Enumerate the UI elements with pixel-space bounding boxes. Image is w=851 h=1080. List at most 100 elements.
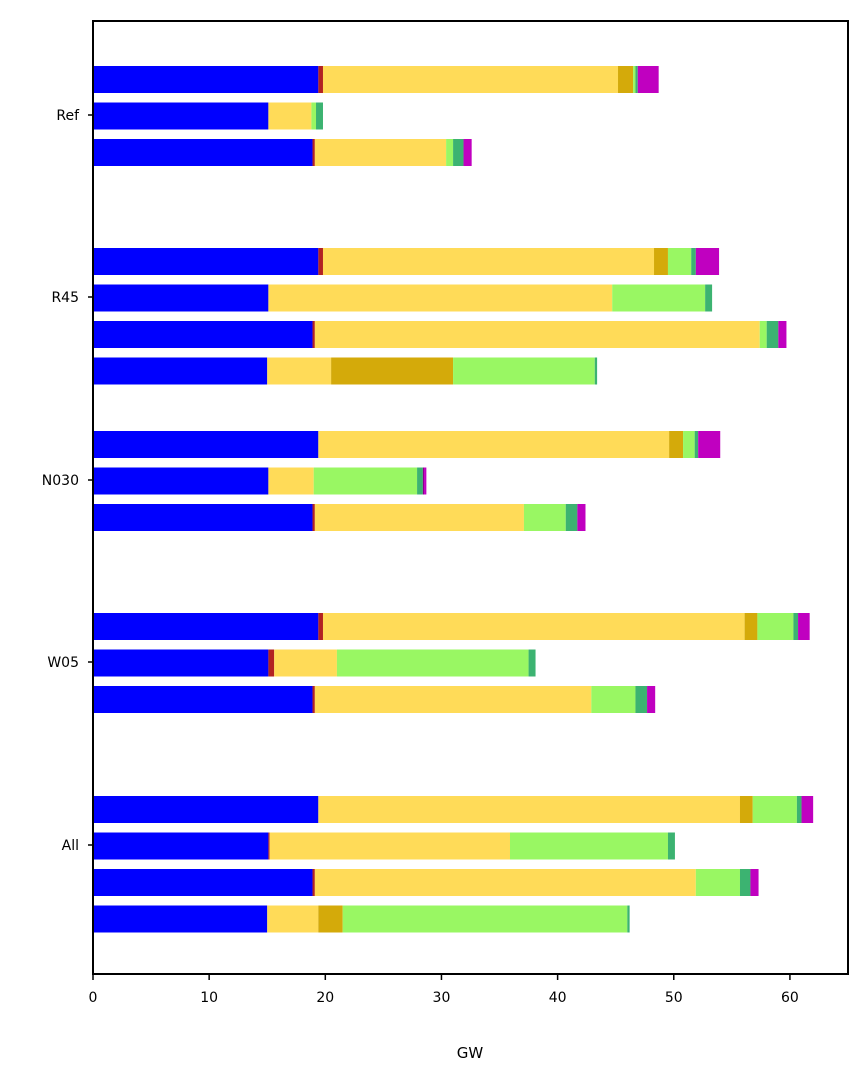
bar-segment-all-0-3 <box>739 796 753 823</box>
bar-segment-r45-3-2 <box>267 357 332 385</box>
bar-segment-r45-0-3 <box>654 248 668 275</box>
bar-segment-all-2-2 <box>314 869 696 896</box>
bar-segment-r45-2-4 <box>759 321 767 348</box>
x-tick-label: 10 <box>200 990 218 1006</box>
bar-segment-all-2-7 <box>750 869 759 896</box>
bar-segment-r45-2-7 <box>778 321 787 348</box>
bar-segment-r45-2-2 <box>314 321 760 348</box>
bar-segment-ref-0-2 <box>322 66 619 93</box>
bar-segment-ref-0-1 <box>318 66 323 93</box>
bar-segment-w05-1-5 <box>528 649 536 677</box>
bar-segment-r45-2-5 <box>766 321 779 348</box>
bar-segment-all-3-3 <box>318 905 343 933</box>
bar-segment-all-3-5 <box>627 905 630 933</box>
bar-segment-ref-0-5 <box>635 66 638 93</box>
bar-segment-r45-3-5 <box>594 357 598 385</box>
bar-segment-w05-2-0 <box>93 686 313 713</box>
bar-segment-n030-2-7 <box>577 504 586 531</box>
bar-segment-ref-2-7 <box>463 139 472 166</box>
y-axis-ticks: Ref R45 N030 W05 All <box>42 108 93 854</box>
bar-segment-n030-2-1 <box>312 504 315 531</box>
bar-segment-ref-0-3 <box>618 66 634 93</box>
bar-segment-all-2-5 <box>739 869 751 896</box>
bar-segment-ref-2-4 <box>446 139 454 166</box>
y-tick-label: R45 <box>51 290 79 306</box>
bar-segment-w05-1-4 <box>336 649 529 677</box>
bar-segment-ref-2-2 <box>314 139 447 166</box>
bar-segment-ref-1-0 <box>93 102 269 130</box>
bar-segment-r45-0-1 <box>318 248 323 275</box>
bar-segment-n030-0-4 <box>683 431 695 458</box>
bar-segment-ref-1-4 <box>311 102 317 130</box>
bar-segment-ref-2-0 <box>93 139 313 166</box>
bar-segment-n030-0-0 <box>93 431 319 458</box>
bar-segment-ref-2-1 <box>312 139 315 166</box>
bar-segment-w05-1-2 <box>274 649 337 677</box>
bar-segment-n030-0-3 <box>669 431 684 458</box>
plot-frame <box>92 20 849 975</box>
bar-segment-w05-0-4 <box>757 613 794 640</box>
bar-segment-w05-2-1 <box>312 686 315 713</box>
bar-segment-all-1-4 <box>509 832 668 860</box>
bar-segment-ref-0-4 <box>633 66 636 93</box>
bar-segment-r45-1-0 <box>93 284 269 312</box>
bar-segment-w05-0-0 <box>93 613 319 640</box>
bar-segment-r45-1-5 <box>705 284 713 312</box>
x-tick-label: 0 <box>89 990 98 1006</box>
bar-segment-all-1-1 <box>268 832 270 860</box>
bar-segment-n030-1-0 <box>93 467 269 495</box>
bar-segment-r45-2-0 <box>93 321 313 348</box>
bar-segment-w05-0-1 <box>318 613 323 640</box>
bar-segment-all-0-5 <box>796 796 802 823</box>
bar-segment-ref-1-5 <box>316 102 323 130</box>
bar-segment-all-0-0 <box>93 796 319 823</box>
y-tick-label: All <box>62 838 79 854</box>
bar-segment-n030-1-4 <box>313 467 418 495</box>
bar-segment-all-0-4 <box>752 796 797 823</box>
bar-segment-n030-1-7 <box>424 467 427 495</box>
bar-segment-w05-1-0 <box>93 649 269 677</box>
bar-segment-r45-2-1 <box>312 321 315 348</box>
bar-segment-r45-1-2 <box>268 284 613 312</box>
bar-segment-ref-2-5 <box>453 139 464 166</box>
bar-segment-r45-3-4 <box>453 357 595 385</box>
bar-segment-r45-0-2 <box>322 248 655 275</box>
bar-segment-w05-1-1 <box>268 649 275 677</box>
bar-segment-w05-2-7 <box>647 686 656 713</box>
bar-segment-w05-2-4 <box>591 686 636 713</box>
bar-segment-all-1-0 <box>93 832 269 860</box>
bar-segment-all-3-2 <box>267 905 319 933</box>
bar-segment-w05-0-5 <box>793 613 799 640</box>
bar-segment-w05-2-2 <box>314 686 592 713</box>
bar-segment-w05-0-2 <box>322 613 745 640</box>
x-tick-label: 60 <box>781 990 799 1006</box>
bar-segment-all-0-7 <box>801 796 814 823</box>
bar-segment-n030-2-2 <box>314 504 524 531</box>
bar-segment-w05-2-5 <box>635 686 648 713</box>
y-tick-label: Ref <box>56 108 80 124</box>
bar-segment-n030-0-5 <box>694 431 699 458</box>
bar-segment-ref-0-0 <box>93 66 319 93</box>
bar-segment-n030-1-2 <box>268 467 314 495</box>
bar-segment-all-2-4 <box>695 869 740 896</box>
bar-segment-n030-2-4 <box>523 504 566 531</box>
bar-segment-all-3-0 <box>93 905 268 933</box>
x-axis-ticks: 0 10 20 30 40 50 60 <box>89 974 799 1006</box>
bar-segment-w05-0-3 <box>744 613 758 640</box>
x-axis-label: GW <box>457 1044 484 1062</box>
bar-segment-r45-0-4 <box>667 248 692 275</box>
bar-segment-all-2-0 <box>93 869 313 896</box>
bar-segment-w05-0-7 <box>798 613 810 640</box>
bar-segment-n030-2-5 <box>565 504 578 531</box>
x-tick-label: 30 <box>433 990 451 1006</box>
bar-segment-all-0-2 <box>318 796 740 823</box>
bar-segment-n030-2-0 <box>93 504 313 531</box>
bar-segment-r45-0-0 <box>93 248 319 275</box>
bar-segment-r45-3-0 <box>93 357 268 385</box>
bar-segment-n030-1-5 <box>417 467 423 495</box>
bar-segment-all-2-1 <box>312 869 315 896</box>
bar-segment-r45-0-7 <box>695 248 720 275</box>
bar-segment-r45-3-3 <box>331 357 454 385</box>
